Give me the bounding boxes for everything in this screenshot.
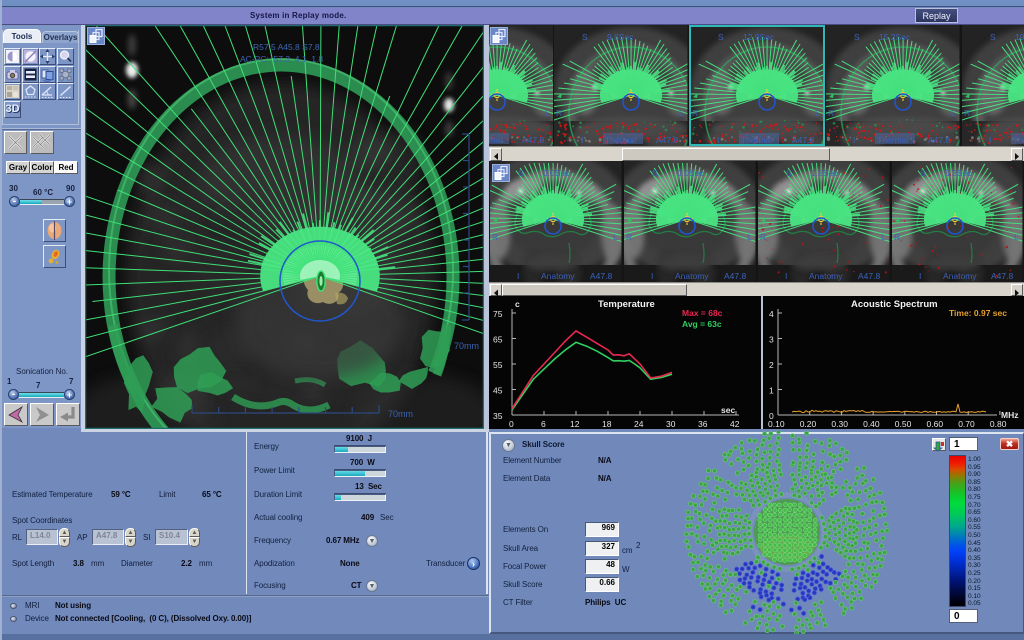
- svg-text:A47.8: A47.8: [858, 271, 880, 281]
- svg-text:6: 6: [541, 419, 546, 429]
- svg-text:Anatomy: Anatomy: [541, 271, 575, 281]
- svg-text:R: R: [760, 232, 766, 242]
- svg-text:5.3Sec: 5.3Sec: [945, 168, 972, 178]
- svg-text:0.30: 0.30: [831, 419, 848, 429]
- svg-text:c: c: [515, 299, 520, 309]
- svg-text:S: S: [990, 32, 996, 42]
- svg-text:S: S: [652, 168, 658, 178]
- svg-text:0.80: 0.80: [990, 419, 1007, 429]
- svg-text:S: S: [786, 168, 792, 178]
- svg-text:0.20: 0.20: [800, 419, 817, 429]
- svg-text:0: 0: [769, 411, 774, 421]
- svg-text:19.9Sec: 19.9Sec: [1015, 32, 1024, 42]
- svg-text:0.40: 0.40: [863, 419, 880, 429]
- svg-text:Time: 0.97 sec: Time: 0.97 sec: [949, 308, 1007, 318]
- svg-text:L: L: [1014, 232, 1019, 242]
- svg-text:A47.8: A47.8: [656, 135, 678, 145]
- svg-text:55: 55: [493, 360, 503, 370]
- svg-text:S: S: [518, 168, 524, 178]
- svg-text:R: R: [964, 108, 970, 118]
- svg-text:12.9Sec: 12.9Sec: [743, 32, 775, 42]
- svg-text:0.0Sec: 0.0Sec: [677, 168, 704, 178]
- svg-text:R: R: [894, 232, 900, 242]
- svg-text:9.8Sec: 9.8Sec: [607, 32, 634, 42]
- svg-text:A47.8: A47.8: [522, 135, 544, 145]
- svg-text:R: R: [828, 108, 834, 118]
- svg-text:I: I: [717, 135, 719, 145]
- svg-text:35: 35: [493, 411, 503, 421]
- svg-text:I: I: [919, 271, 921, 281]
- svg-text:L: L: [881, 232, 886, 242]
- svg-text:12: 12: [570, 419, 580, 429]
- svg-text:0.70: 0.70: [958, 419, 975, 429]
- svg-text:sec: sec: [721, 405, 735, 415]
- svg-text:R: R: [556, 108, 562, 118]
- svg-text:45: 45: [493, 386, 503, 396]
- svg-text:S: S: [718, 32, 724, 42]
- svg-text:I: I: [517, 271, 519, 281]
- svg-text:S: S: [854, 32, 860, 42]
- svg-text:I: I: [651, 271, 653, 281]
- svg-text:15.2Sec: 15.2Sec: [879, 32, 911, 42]
- svg-text:Acoustic Spectrum: Acoustic Spectrum: [851, 299, 938, 310]
- svg-text:R: R: [492, 232, 498, 242]
- svg-text:L: L: [613, 232, 618, 242]
- svg-text:18: 18: [602, 419, 612, 429]
- svg-text:0.0Sec: 0.0Sec: [543, 168, 570, 178]
- svg-text:AC-PC: 57.3 4.1 1.8: AC-PC: 57.3 4.1 1.8: [240, 54, 323, 64]
- svg-text:I: I: [581, 135, 583, 145]
- svg-text:R: R: [692, 108, 698, 118]
- svg-text:30: 30: [666, 419, 676, 429]
- svg-text:70mm: 70mm: [388, 409, 413, 419]
- svg-text:70mm: 70mm: [454, 341, 479, 351]
- svg-text:MHz: MHz: [1001, 410, 1018, 420]
- svg-text:S: S: [582, 32, 588, 42]
- svg-text:65: 65: [493, 335, 503, 345]
- svg-text:2: 2: [769, 360, 774, 370]
- svg-text:I: I: [785, 271, 787, 281]
- svg-text:I: I: [853, 135, 855, 145]
- svg-text:Anatomy: Anatomy: [809, 271, 843, 281]
- svg-text:A47.8: A47.8: [991, 271, 1013, 281]
- svg-text:S: S: [920, 168, 926, 178]
- svg-text:36: 36: [698, 419, 708, 429]
- svg-text:A47.8: A47.8: [724, 271, 746, 281]
- svg-text:4: 4: [769, 309, 774, 319]
- svg-text:24: 24: [634, 419, 644, 429]
- svg-text:A47.8: A47.8: [590, 271, 612, 281]
- svg-text:Temperature: Temperature: [598, 299, 655, 310]
- svg-text:Avg = 63c: Avg = 63c: [682, 319, 722, 329]
- svg-text:Thermal: Thermal: [1013, 135, 1024, 145]
- svg-text:Anatomy: Anatomy: [675, 271, 709, 281]
- svg-text:Max = 68c: Max = 68c: [682, 308, 723, 318]
- svg-text:75: 75: [493, 309, 503, 319]
- svg-text:L: L: [545, 108, 550, 118]
- svg-text:42: 42: [730, 419, 740, 429]
- svg-text:Thermal: Thermal: [877, 135, 908, 145]
- svg-text:1.8Sec: 1.8Sec: [811, 168, 838, 178]
- svg-text:R: R: [626, 232, 632, 242]
- svg-text:Thermal: Thermal: [741, 135, 772, 145]
- svg-text:L: L: [747, 232, 752, 242]
- svg-text:L: L: [951, 108, 956, 118]
- svg-text:A47.8: A47.8: [792, 135, 814, 145]
- svg-text:L: L: [679, 108, 684, 118]
- svg-text:0: 0: [509, 419, 514, 429]
- svg-text:1: 1: [769, 386, 774, 396]
- svg-text:L: L: [815, 108, 820, 118]
- svg-text:0.60: 0.60: [927, 419, 944, 429]
- svg-text:Thermal: Thermal: [489, 135, 502, 145]
- svg-text:0.50: 0.50: [895, 419, 912, 429]
- svg-text:0.10: 0.10: [768, 419, 785, 429]
- svg-text:Thermal: Thermal: [605, 135, 636, 145]
- svg-text:I: I: [989, 135, 991, 145]
- svg-text:R57.5 A45.8 S7.8: R57.5 A45.8 S7.8: [253, 42, 320, 52]
- svg-text:3: 3: [769, 335, 774, 345]
- svg-text:A47.8: A47.8: [928, 135, 950, 145]
- svg-text:Anatomy: Anatomy: [943, 271, 977, 281]
